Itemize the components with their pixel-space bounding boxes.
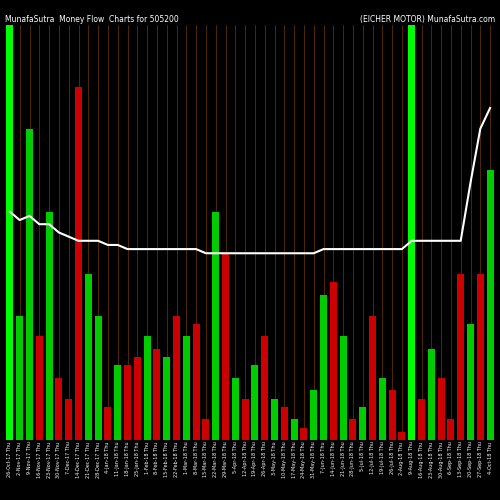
Bar — [212, 212, 219, 440]
Bar — [134, 357, 140, 440]
Text: MunafaSutra  Money Flow  Charts for 505200: MunafaSutra Money Flow Charts for 505200 — [5, 15, 179, 24]
Bar — [183, 336, 190, 440]
Bar — [340, 336, 346, 440]
Bar — [16, 316, 23, 440]
Bar — [418, 398, 425, 440]
Bar — [46, 212, 52, 440]
Bar — [164, 357, 170, 440]
Bar — [458, 274, 464, 440]
Bar — [85, 274, 91, 440]
Bar — [173, 316, 180, 440]
Bar — [438, 378, 444, 440]
Bar — [222, 253, 229, 440]
Bar — [448, 419, 454, 440]
Bar — [281, 407, 287, 440]
Bar — [232, 378, 238, 440]
Bar — [144, 336, 150, 440]
Bar — [192, 324, 200, 440]
Bar — [75, 87, 82, 440]
Bar — [350, 419, 356, 440]
Bar — [36, 336, 43, 440]
Bar — [154, 348, 160, 440]
Bar — [467, 324, 474, 440]
Bar — [320, 294, 327, 440]
Bar — [66, 398, 72, 440]
Bar — [56, 378, 62, 440]
Bar — [124, 366, 131, 440]
Bar — [428, 348, 434, 440]
Bar — [486, 170, 494, 440]
Bar — [310, 390, 317, 440]
Text: (EICHER MOTOR) MunafaSutra.com: (EICHER MOTOR) MunafaSutra.com — [360, 15, 495, 24]
Bar — [290, 419, 298, 440]
Bar — [94, 316, 102, 440]
Bar — [360, 407, 366, 440]
Bar — [369, 316, 376, 440]
Bar — [252, 366, 258, 440]
Bar — [408, 25, 415, 440]
Bar — [477, 274, 484, 440]
Bar — [114, 366, 121, 440]
Bar — [242, 398, 248, 440]
Bar — [271, 398, 278, 440]
Bar — [398, 432, 406, 440]
Bar — [6, 25, 14, 440]
Bar — [300, 428, 308, 440]
Bar — [388, 390, 396, 440]
Bar — [104, 407, 112, 440]
Bar — [26, 128, 33, 440]
Bar — [330, 282, 336, 440]
Bar — [262, 336, 268, 440]
Bar — [379, 378, 386, 440]
Bar — [202, 419, 209, 440]
